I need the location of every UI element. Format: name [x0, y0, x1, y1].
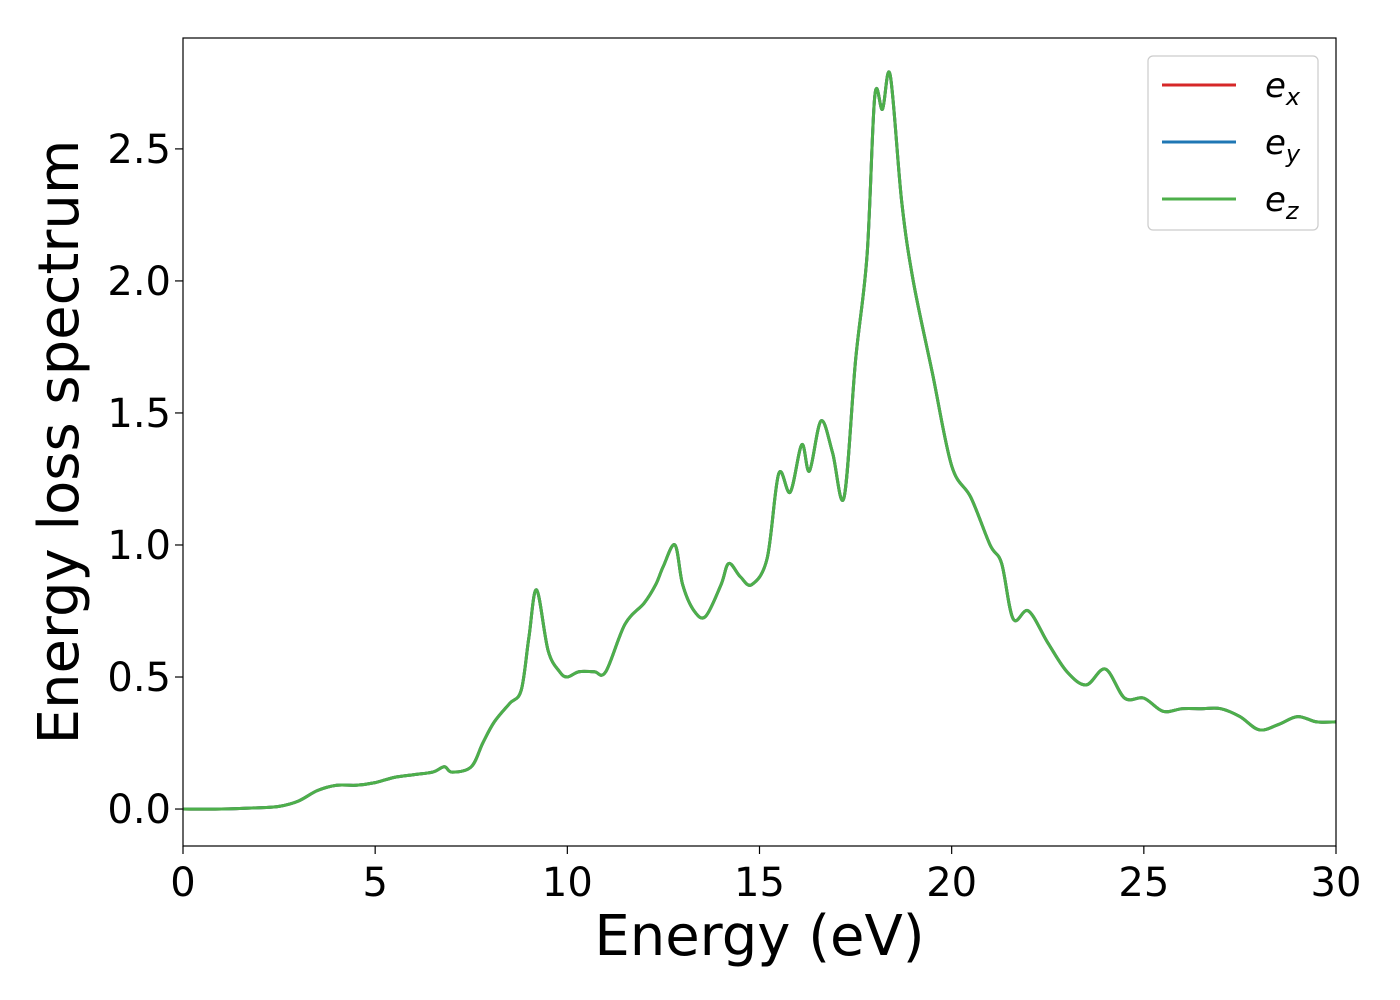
x-tick-label: 20	[926, 860, 977, 906]
legend-label-ez: ez	[1265, 180, 1300, 225]
legend-items: ex ey ez	[1162, 66, 1301, 225]
x-tick-label: 5	[362, 860, 387, 906]
legend: ex ey ez	[1147, 55, 1319, 231]
series-line-ez	[182, 70, 1337, 811]
legend-label-ey: ey	[1265, 123, 1301, 168]
x-tick-label: 0	[170, 860, 195, 906]
y-tick-label: 0.0	[107, 787, 171, 833]
x-tick-label: 10	[542, 860, 593, 906]
x-tick-label: 30	[1311, 860, 1362, 906]
plot-frame	[182, 37, 1337, 847]
legend-label-ex: ex	[1265, 66, 1301, 111]
y-tick-label: 2.5	[107, 127, 171, 173]
y-tick-label: 2.0	[107, 259, 171, 305]
x-tick-label: 15	[734, 860, 785, 906]
y-axis-label: Energy loss spectrum	[27, 140, 92, 745]
y-tick-label: 0.5	[107, 655, 171, 701]
x-axis-ticks: 0 5 10 15 20 25 30	[170, 846, 1361, 906]
x-tick-label: 25	[1118, 860, 1169, 906]
x-axis-label: Energy (eV)	[594, 904, 924, 969]
y-tick-label: 1.0	[107, 523, 171, 569]
series-group	[182, 70, 1337, 811]
y-tick-label: 1.5	[107, 391, 171, 437]
y-axis-ticks: 0.0 0.5 1.0 1.5 2.0 2.5	[107, 127, 183, 833]
